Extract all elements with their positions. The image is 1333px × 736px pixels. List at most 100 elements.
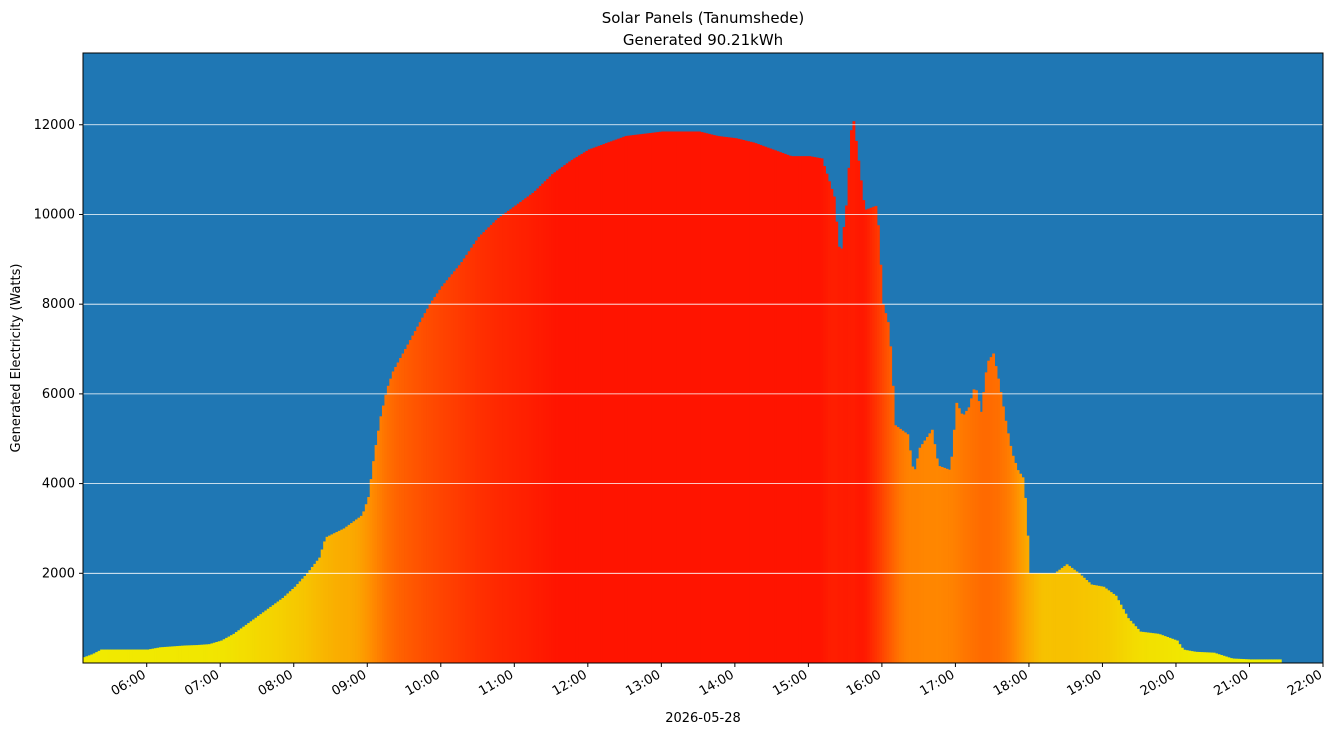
bar (720, 136, 723, 663)
y-tick-label: 4000 (42, 477, 75, 492)
bar (1090, 584, 1094, 663)
bar (703, 132, 706, 663)
bar (293, 586, 297, 663)
bar (906, 434, 910, 663)
bar (465, 254, 469, 663)
y-tick-label: 2000 (42, 566, 75, 581)
bar (158, 647, 162, 663)
bar (154, 648, 157, 663)
bar (923, 440, 927, 663)
bar (558, 168, 562, 663)
bar (332, 533, 336, 663)
bar (560, 166, 564, 663)
bar (926, 436, 929, 663)
bar (151, 648, 155, 663)
bar (139, 649, 143, 663)
bar (318, 557, 322, 663)
bar (1119, 604, 1123, 663)
bar (1053, 573, 1057, 663)
bar (769, 148, 773, 664)
bar (161, 647, 165, 663)
bar (754, 143, 758, 663)
bar (205, 644, 209, 663)
bar (1046, 573, 1049, 663)
bar (774, 150, 777, 663)
bar (1058, 569, 1062, 663)
bar (818, 157, 822, 663)
bar (994, 366, 998, 663)
bar (592, 147, 596, 663)
bar (404, 349, 407, 663)
bar (227, 636, 231, 663)
bar (119, 649, 123, 663)
x-tick-label: 09:00 (329, 667, 369, 699)
bar (200, 644, 204, 663)
bar (256, 615, 260, 663)
bar (1070, 567, 1074, 663)
bar (867, 208, 871, 663)
bar (450, 274, 454, 663)
bar (845, 205, 848, 663)
bar (546, 178, 550, 663)
bar (972, 389, 976, 663)
bar (462, 258, 466, 663)
bar (676, 131, 679, 664)
bar (896, 427, 900, 663)
bar (222, 639, 226, 663)
bar (1183, 649, 1187, 663)
bar (337, 530, 341, 663)
bar (232, 633, 236, 663)
bar (788, 155, 792, 663)
bar (908, 450, 912, 663)
bar (673, 131, 677, 664)
bar (631, 135, 635, 663)
bar (857, 160, 861, 663)
bar (727, 137, 731, 663)
x-tick-label: 15:00 (770, 667, 810, 699)
bar (982, 392, 986, 663)
bar (536, 188, 540, 663)
bar (188, 645, 192, 663)
bar (1220, 655, 1223, 663)
bar (396, 362, 400, 663)
bar (217, 641, 221, 663)
bar (306, 573, 309, 663)
bar (1129, 620, 1133, 663)
bar (423, 313, 427, 663)
bar (578, 155, 581, 663)
bar (1087, 582, 1091, 663)
bar (489, 224, 493, 663)
bar (725, 137, 728, 663)
bar (220, 640, 224, 663)
bar (1227, 657, 1231, 663)
bar (413, 331, 417, 663)
bar (911, 466, 915, 663)
bar (1163, 636, 1167, 663)
bar (435, 293, 439, 663)
bar (627, 135, 630, 663)
bar (529, 194, 532, 664)
bar (825, 173, 829, 663)
bar (87, 655, 91, 664)
bar (181, 645, 184, 663)
bar (1269, 659, 1272, 663)
bar (975, 390, 978, 663)
bar (1247, 659, 1250, 663)
y-tick-label: 6000 (42, 387, 75, 402)
bar (565, 163, 569, 663)
bar (1215, 653, 1219, 663)
bar (288, 591, 292, 663)
bar (803, 156, 807, 663)
bar (511, 207, 515, 664)
bar (252, 619, 255, 663)
bar (715, 135, 719, 663)
bar (876, 225, 880, 664)
bar (514, 205, 518, 663)
bar (801, 156, 804, 663)
bar (480, 234, 483, 663)
bar (1161, 635, 1165, 663)
bar (426, 308, 429, 663)
bar (573, 158, 576, 663)
bar (705, 133, 709, 664)
bar (347, 524, 351, 663)
